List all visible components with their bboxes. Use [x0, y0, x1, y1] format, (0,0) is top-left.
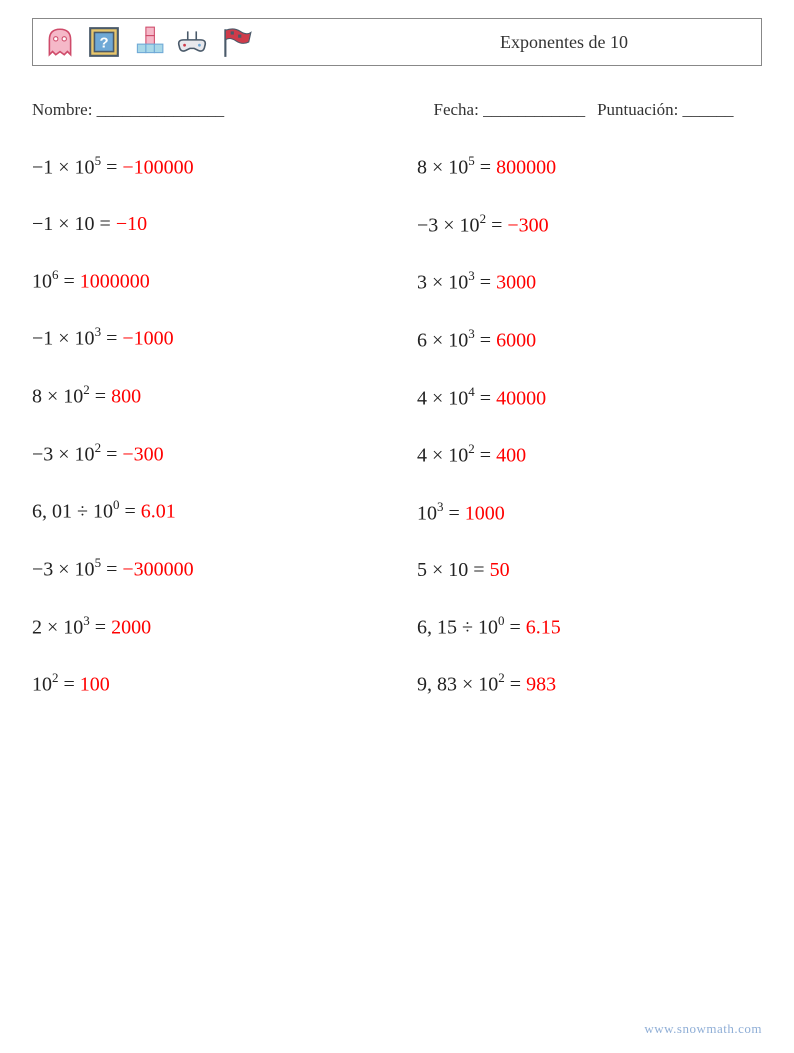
flag-icon — [219, 25, 253, 59]
problem-row: 5 × 10 = 50 — [417, 558, 782, 582]
meta-row: Nombre: _______________ Fecha: _________… — [32, 100, 762, 120]
problem-row: 6 × 103 = 6000 — [417, 327, 782, 353]
problem-row: −3 × 102 = −300 — [417, 212, 782, 238]
problems-grid: −1 × 105 = −100000 −1 × 10 = −10 106 = 100… — [32, 154, 762, 697]
header-box: ? — [32, 18, 762, 66]
problem-row: 9, 83 × 102 = 983 — [417, 671, 782, 697]
problem-row: 6, 01 ÷ 100 = 6.01 — [32, 498, 397, 524]
tetris-icon — [131, 25, 165, 59]
problem-row: 3 × 103 = 3000 — [417, 269, 782, 295]
name-field: Nombre: _______________ — [32, 100, 434, 120]
svg-text:?: ? — [99, 35, 108, 51]
score-field: Puntuación: ______ — [597, 100, 733, 120]
gamepad-icon — [175, 25, 209, 59]
problem-row: 2 × 103 = 2000 — [32, 614, 397, 640]
problem-row: −3 × 102 = −300 — [32, 441, 397, 467]
problem-row: 8 × 105 = 800000 — [417, 154, 782, 180]
problem-row: −3 × 105 = −300000 — [32, 556, 397, 582]
problem-row: 8 × 102 = 800 — [32, 383, 397, 409]
problem-row: 4 × 102 = 400 — [417, 442, 782, 468]
problem-row: 6, 15 ÷ 100 = 6.15 — [417, 614, 782, 640]
problem-row: −1 × 103 = −1000 — [32, 325, 397, 351]
date-field: Fecha: ____________ — [434, 100, 586, 120]
problem-row: 106 = 1000000 — [32, 268, 397, 294]
problem-row: 103 = 1000 — [417, 500, 782, 526]
problem-row: 102 = 100 — [32, 671, 397, 697]
header-icons: ? — [43, 25, 253, 59]
footer-url: www.snowmath.com — [644, 1021, 762, 1037]
problems-col-left: −1 × 105 = −100000 −1 × 10 = −10 106 = 100… — [32, 154, 397, 697]
worksheet-title: Exponentes de 10 — [397, 32, 761, 53]
problem-row: −1 × 105 = −100000 — [32, 154, 397, 180]
problem-row: −1 × 10 = −10 — [32, 212, 397, 236]
question-block-icon: ? — [87, 25, 121, 59]
problems-col-right: 8 × 105 = 800000 −3 × 102 = −300 3 × 103 =… — [397, 154, 782, 697]
problem-row: 4 × 104 = 40000 — [417, 385, 782, 411]
ghost-icon — [43, 25, 77, 59]
